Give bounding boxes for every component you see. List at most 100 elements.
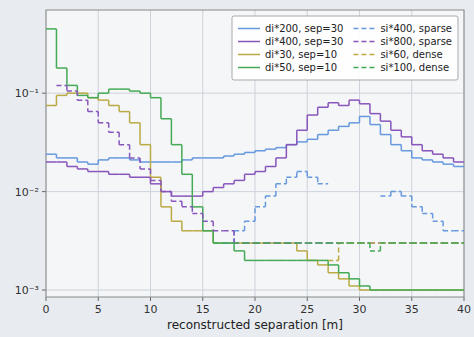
step-segment	[192, 206, 202, 208]
step-segment	[119, 174, 129, 176]
step-segment	[339, 242, 349, 244]
step-riser	[369, 104, 371, 114]
step-segment	[380, 242, 390, 244]
step-segment	[151, 97, 161, 99]
step-segment	[109, 157, 119, 159]
step-segment	[433, 242, 443, 244]
step-segment	[213, 230, 223, 232]
step-segment	[224, 242, 234, 244]
step-segment	[56, 95, 66, 97]
axes: 051015202530354010⁻³10⁻²10⁻¹reconstructe…	[15, 10, 471, 332]
legend-label: di*200, sep=30	[265, 23, 343, 34]
step-segment	[349, 99, 359, 101]
step-segment	[380, 289, 390, 291]
step-riser	[212, 231, 214, 243]
x-tick-label: 35	[405, 303, 419, 316]
x-tick	[46, 297, 47, 301]
step-riser	[359, 279, 361, 286]
step-riser	[118, 105, 120, 111]
step-segment	[234, 230, 244, 232]
step-riser	[212, 231, 214, 243]
step-segment	[151, 176, 161, 178]
step-segment	[328, 264, 338, 266]
series	[328, 243, 464, 260]
step-segment	[161, 206, 171, 208]
step-segment	[454, 242, 464, 244]
step-segment	[328, 242, 338, 244]
x-tick-label: 15	[196, 303, 210, 316]
step-segment	[422, 242, 432, 244]
step-segment	[370, 250, 380, 252]
legend: di*200, sep=30di*400, sep=30di*30, sep=1…	[232, 16, 458, 80]
step-segment	[151, 180, 161, 182]
step-segment	[203, 230, 213, 232]
step-segment	[67, 92, 77, 94]
step-segment	[234, 180, 244, 182]
step-segment	[203, 191, 213, 193]
y-tick	[42, 290, 46, 291]
step-riser	[233, 243, 235, 251]
step-segment	[380, 120, 390, 122]
step-segment	[88, 111, 98, 113]
step-riser	[348, 279, 350, 286]
step-segment	[380, 195, 390, 197]
step-riser	[317, 107, 319, 115]
series	[46, 100, 464, 196]
step-segment	[151, 161, 161, 163]
step-segment	[109, 174, 119, 176]
step-segment	[245, 152, 255, 154]
x-tick	[307, 297, 308, 301]
step-segment	[286, 242, 296, 244]
step-riser	[390, 121, 392, 130]
x-tick-label: 25	[300, 303, 314, 316]
step-segment	[422, 150, 432, 152]
step-riser	[118, 132, 120, 144]
background	[0, 0, 474, 337]
step-segment	[297, 260, 307, 262]
step-segment	[318, 242, 328, 244]
step-segment	[265, 242, 275, 244]
x-tick	[255, 297, 256, 301]
step-segment	[422, 242, 432, 244]
step-segment	[119, 157, 129, 159]
step-segment	[265, 148, 275, 150]
step-segment	[182, 230, 192, 232]
step-riser	[265, 166, 267, 171]
step-riser	[265, 196, 267, 207]
step-segment	[98, 159, 108, 161]
step-segment	[255, 150, 265, 152]
step-segment	[224, 230, 234, 232]
step-segment	[297, 242, 307, 244]
step-riser	[411, 196, 413, 207]
step-segment	[349, 242, 359, 244]
step-segment	[433, 242, 443, 244]
step-riser	[286, 177, 288, 184]
step-riser	[202, 213, 204, 221]
step-riser	[296, 172, 298, 178]
step-segment	[412, 289, 422, 291]
x-grid-line	[98, 10, 99, 297]
step-segment	[171, 144, 181, 146]
step-segment	[286, 242, 296, 244]
step-segment	[339, 105, 349, 107]
step-riser	[421, 207, 423, 214]
step-segment	[307, 260, 317, 262]
data	[46, 29, 464, 290]
step-segment	[213, 157, 223, 159]
step-segment	[454, 242, 464, 244]
step-segment	[433, 289, 443, 291]
step-segment	[130, 157, 140, 159]
step-segment	[328, 242, 338, 244]
step-riser	[380, 114, 382, 122]
step-segment	[391, 289, 401, 291]
step-segment	[67, 157, 77, 159]
step-riser	[390, 135, 392, 145]
x-tick	[202, 297, 203, 301]
step-segment	[192, 230, 202, 232]
step-segment	[276, 242, 286, 244]
step-segment	[56, 67, 66, 69]
step-segment	[370, 113, 380, 115]
step-segment	[422, 242, 432, 244]
step-segment	[224, 183, 234, 185]
step-segment	[213, 242, 223, 244]
